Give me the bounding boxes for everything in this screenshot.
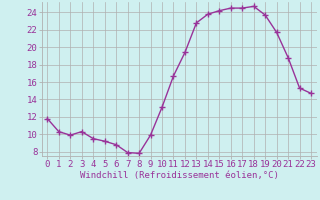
X-axis label: Windchill (Refroidissement éolien,°C): Windchill (Refroidissement éolien,°C) xyxy=(80,171,279,180)
